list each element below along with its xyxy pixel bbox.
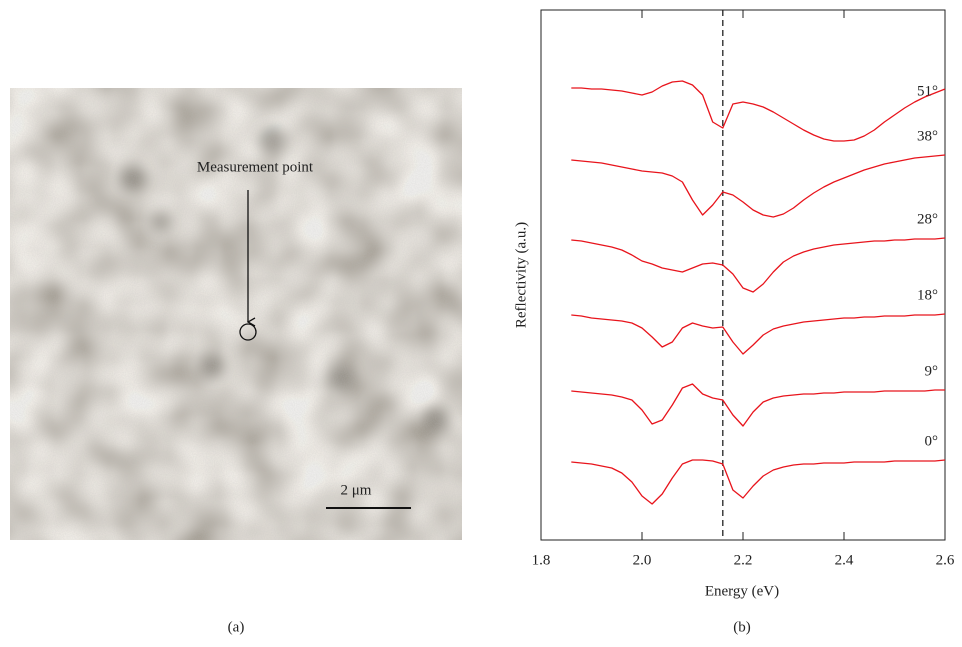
panel-label: (b) (733, 619, 751, 635)
series-label: 28° (917, 211, 938, 227)
x-tick-label: 2.6 (936, 552, 955, 568)
spectrum-line (571, 154, 946, 218)
annotation: Measurement point (197, 159, 314, 175)
x-axis-label: Energy (eV) (705, 583, 779, 599)
series-label: 0° (925, 433, 939, 449)
x-tick-label: 2.0 (633, 552, 652, 568)
x-tick-label: 2.2 (734, 552, 753, 568)
series-label: 9° (925, 363, 939, 379)
spectrum-line (571, 237, 946, 293)
series-label: 18° (917, 287, 938, 303)
series-label: 51° (917, 83, 938, 99)
spectrum-line (571, 313, 946, 355)
panel-label: (a) (228, 619, 245, 635)
x-tick-label: 1.8 (532, 552, 551, 568)
spectrum-line (571, 383, 945, 427)
scale-label: 2 μm (341, 482, 372, 498)
spectrum-line (571, 80, 946, 142)
y-axis-label: Reflectivity (a.u.) (513, 222, 529, 328)
spectrum-line (571, 459, 946, 505)
measure-circle (239, 323, 257, 341)
series-label: 38° (917, 128, 938, 144)
micrograph (10, 88, 462, 540)
x-tick-label: 2.4 (835, 552, 854, 568)
